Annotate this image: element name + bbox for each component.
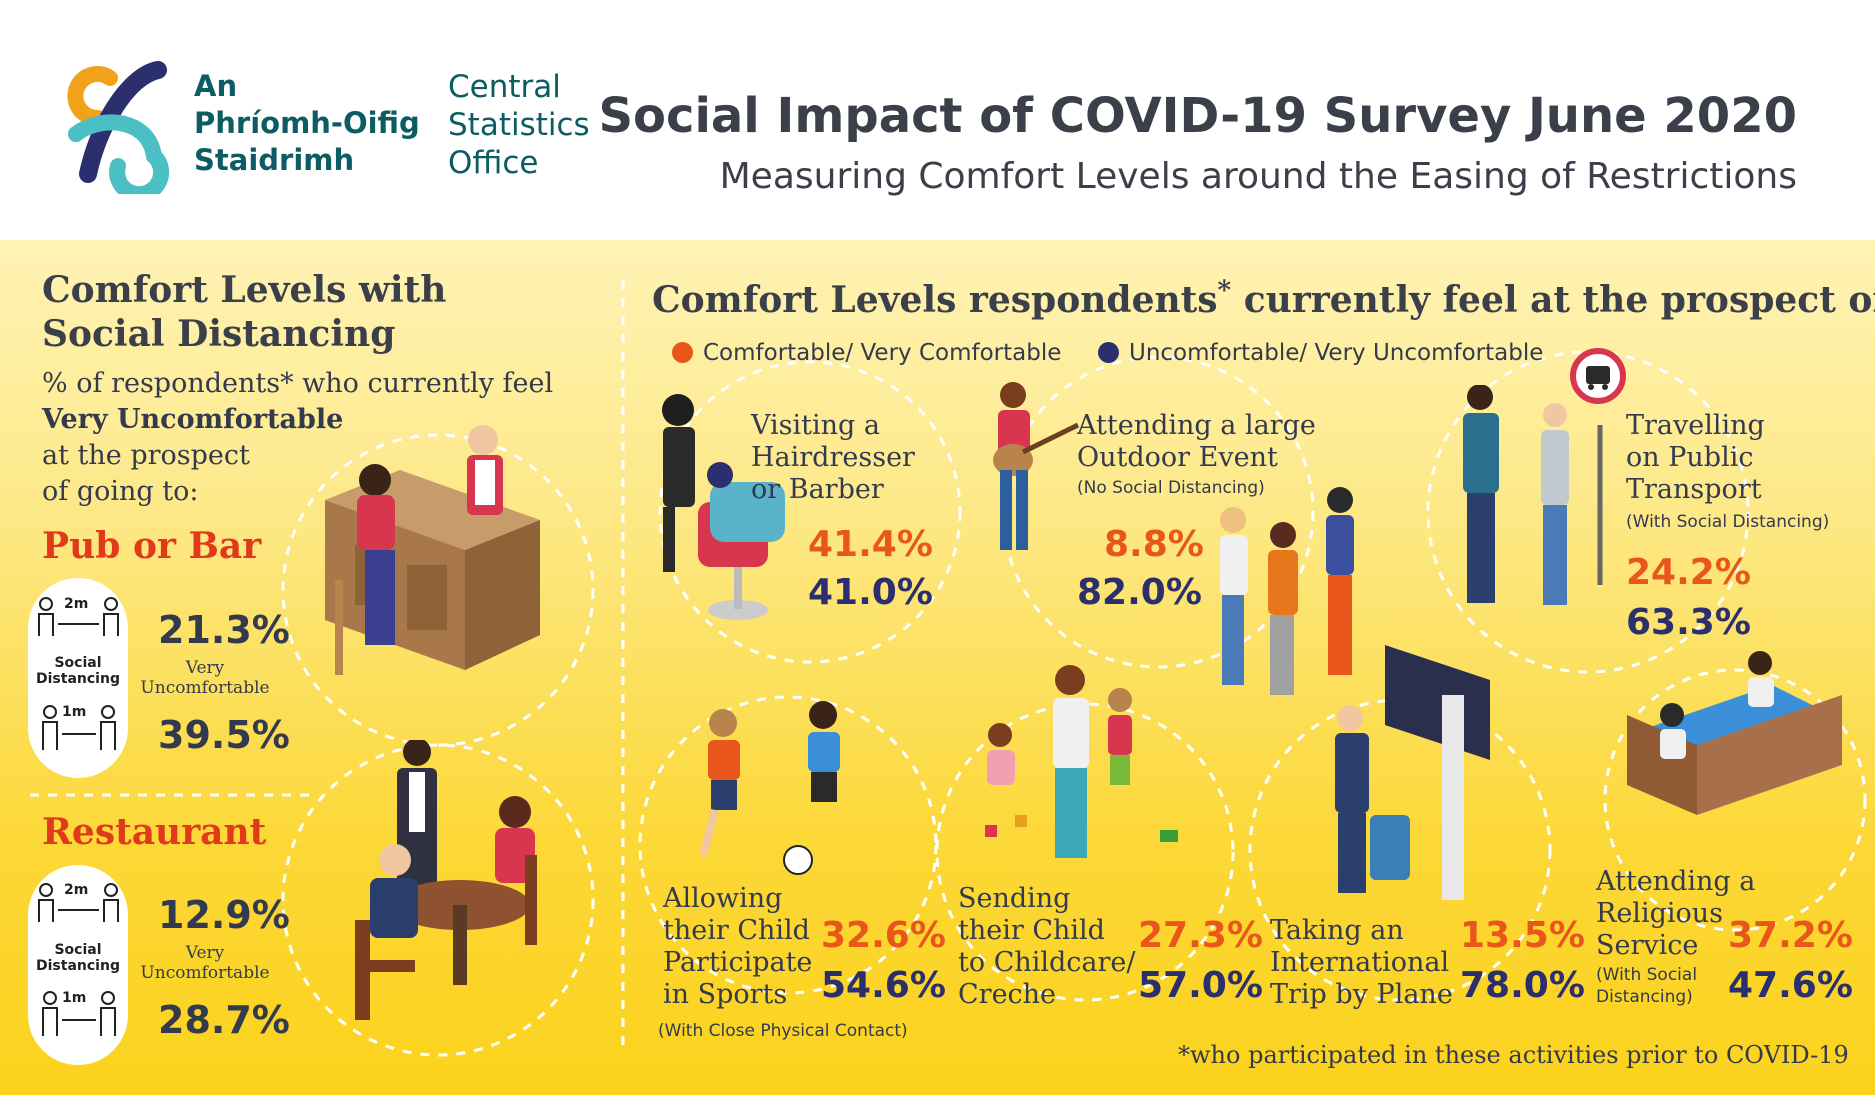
pub-bar-illustration <box>325 425 540 675</box>
two-people-2m-icon <box>38 597 119 636</box>
social-distancing-label: Social Distancing <box>36 655 120 687</box>
legend-comfortable: Comfortable/ Very Comfortable <box>672 340 1061 366</box>
navy-dot-icon <box>1098 342 1119 363</box>
respondents-line: % of respondents* who currently feel <box>42 368 554 399</box>
cso-logo-icon <box>67 61 170 194</box>
logo-english-line: Statistics <box>448 107 590 143</box>
commuters-illustration <box>1463 385 1603 605</box>
hairdresser-uncomfortable-percent: 41.0% <box>808 572 933 613</box>
childcare-comfortable-percent: 27.3% <box>1138 915 1263 956</box>
childcare-illustration <box>985 665 1178 858</box>
public-transport-uncomfortable-percent: 63.3% <box>1626 602 1751 643</box>
page-subtitle: Measuring Comfort Levels around the Easi… <box>719 156 1797 197</box>
venue-name-pub: Pub or Bar <box>42 525 262 567</box>
respondents-line: of going to: <box>42 476 199 507</box>
childcare-uncomfortable-percent: 57.0% <box>1138 965 1263 1006</box>
two-people-1m-icon <box>42 705 116 750</box>
hairdresser-illustration <box>662 394 785 620</box>
activity-label-public-transport: Travelling on Public Transport <box>1626 410 1765 505</box>
crowd-illustration <box>1220 487 1354 695</box>
logo-irish-line: Phríomh-Oifig <box>194 106 420 140</box>
distancing-pill <box>28 578 128 778</box>
plane-trip-uncomfortable-percent: 78.0% <box>1460 965 1585 1006</box>
distance-1m-label: 1m <box>62 990 87 1006</box>
heading-line: Social Distancing <box>42 313 396 355</box>
restaurant-1m-percent: 28.7% <box>158 998 290 1042</box>
two-people-2m-icon <box>38 883 119 922</box>
guitarist-illustration <box>993 382 1080 550</box>
activity-label-outdoor-event: Attending a large Outdoor Event <box>1077 410 1316 473</box>
left-panel-heading: Comfort Levels with Social Distancing <box>42 268 446 356</box>
orange-dot-icon <box>672 342 693 363</box>
plane-trip-comfortable-percent: 13.5% <box>1460 915 1585 956</box>
heading-line: Comfort Levels with <box>42 269 447 311</box>
activity-label-sports: Allowing their Child Participate in Spor… <box>663 883 813 1010</box>
respondents-emphasis: Very Uncomfortable <box>42 404 344 435</box>
venue-name-restaurant: Restaurant <box>42 811 267 853</box>
restaurant-illustration <box>355 740 537 1020</box>
hairdresser-comfortable-percent: 41.4% <box>808 524 933 565</box>
sports-comfortable-percent: 32.6% <box>821 915 946 956</box>
pub-2m-percent: 21.3% <box>158 608 290 652</box>
logo-english-line: Central <box>448 69 561 105</box>
public-transport-note: (With Social Distancing) <box>1626 512 1830 532</box>
distancing-pill <box>28 865 128 1065</box>
children-sports-illustration <box>699 701 840 875</box>
logo-irish-line: Staidrimh <box>194 143 355 177</box>
logo-irish-name: An Phríomh-Oifig Staidrimh <box>194 68 420 179</box>
outdoor-event-uncomfortable-percent: 82.0% <box>1077 572 1202 613</box>
activity-label-religious-service: Attending a Religious Service <box>1596 866 1756 961</box>
right-panel-heading: Comfort Levels respondents* currently fe… <box>652 276 1875 321</box>
footnote: *who participated in these activities pr… <box>1178 1041 1849 1069</box>
religious-service-note: (With Social Distancing) <box>1596 965 1698 1007</box>
activity-label-hairdresser: Visiting a Hairdresser or Barber <box>751 410 915 505</box>
two-people-1m-icon <box>42 991 116 1036</box>
respondents-line: at the prospect <box>42 440 250 471</box>
distance-2m-label: 2m <box>64 596 89 612</box>
logo-irish-line: An <box>194 69 238 103</box>
activity-label-plane-trip: Taking an International Trip by Plane <box>1270 915 1453 1010</box>
logo-english-name: Central Statistics Office <box>448 68 590 182</box>
bus-sign-icon <box>1570 348 1626 404</box>
outdoor-event-note: (No Social Distancing) <box>1077 478 1265 498</box>
pub-1m-percent: 39.5% <box>158 713 290 757</box>
church-pews-illustration <box>1627 651 1842 815</box>
sports-uncomfortable-percent: 54.6% <box>821 965 946 1006</box>
logo-english-line: Office <box>448 145 539 181</box>
distance-2m-label: 2m <box>64 882 89 898</box>
plane-travel-illustration <box>1335 645 1490 900</box>
main-panel <box>0 240 1875 1095</box>
legend-uncomfortable: Uncomfortable/ Very Uncomfortable <box>1098 340 1543 366</box>
very-uncomfortable-label: Very Uncomfortable <box>140 658 270 698</box>
religious-service-comfortable-percent: 37.2% <box>1728 915 1853 956</box>
page-title: Social Impact of COVID-19 Survey June 20… <box>598 88 1797 144</box>
public-transport-comfortable-percent: 24.2% <box>1626 552 1751 593</box>
respondents-description: % of respondents* who currently feel Ver… <box>42 366 553 510</box>
religious-service-uncomfortable-percent: 47.6% <box>1728 965 1853 1006</box>
sports-note: (With Close Physical Contact) <box>658 1021 908 1041</box>
distance-1m-label: 1m <box>62 704 87 720</box>
activity-label-childcare: Sending their Child to Childcare/ Creche <box>958 883 1136 1010</box>
header: An Phríomh-Oifig Staidrimh Central Stati… <box>0 0 1875 240</box>
restaurant-2m-percent: 12.9% <box>158 893 290 937</box>
outdoor-event-comfortable-percent: 8.8% <box>1104 524 1204 565</box>
very-uncomfortable-label: Very Uncomfortable <box>140 943 270 983</box>
social-distancing-label: Social Distancing <box>36 942 120 974</box>
